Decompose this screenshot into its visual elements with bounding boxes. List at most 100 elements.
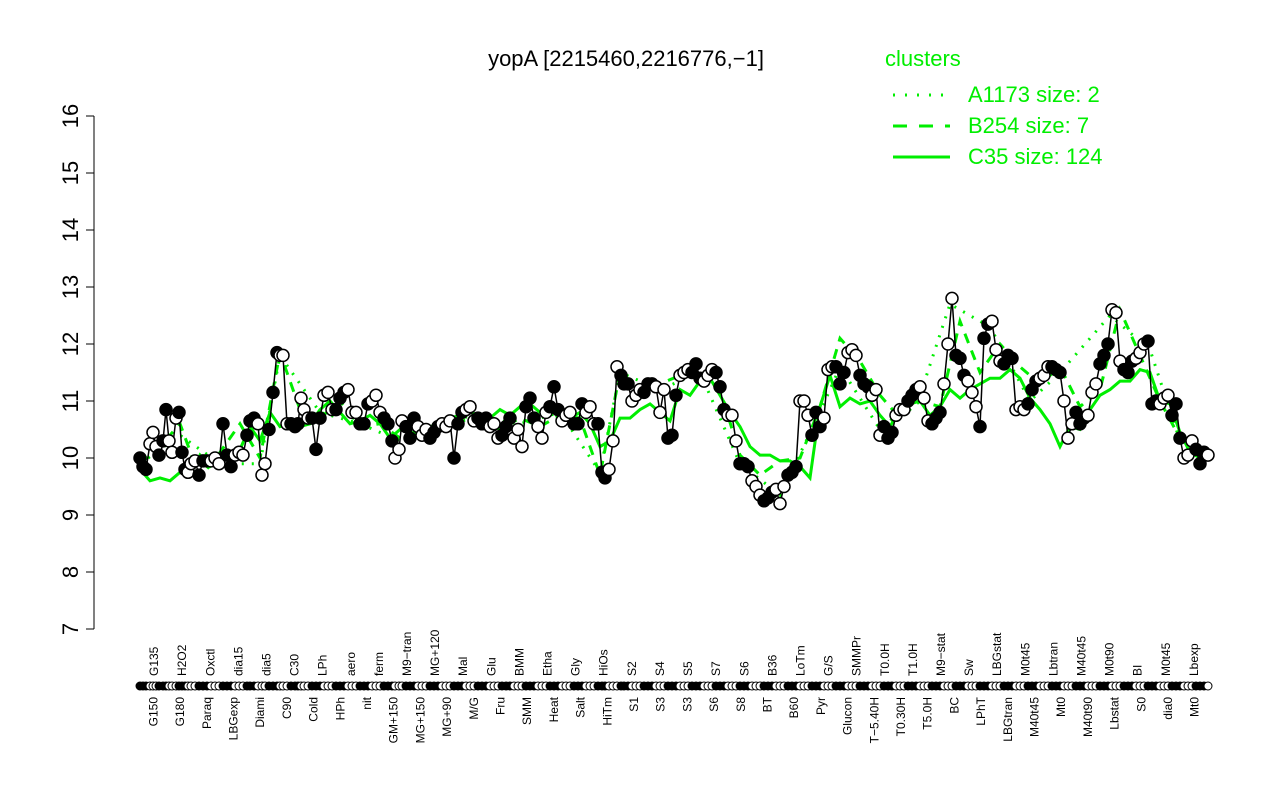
data-point — [266, 385, 280, 400]
data-point — [1109, 305, 1123, 320]
x-tick-label: nit — [360, 696, 374, 709]
data-point — [192, 468, 206, 482]
x-tick-label: MG+120 — [428, 629, 442, 676]
data-point — [817, 411, 831, 425]
data-point — [729, 434, 743, 448]
data-point — [1061, 431, 1075, 445]
data-point — [159, 402, 173, 417]
data-point — [1005, 351, 1019, 366]
data-point — [523, 391, 537, 405]
data-point — [357, 417, 371, 431]
y-tick-label: 12 — [58, 332, 83, 356]
x-labels-bottom: G150 G180 Paraq LBGexp Diami C90 Cold HPh nit GM+… — [146, 696, 1201, 743]
data-point — [262, 422, 276, 437]
cluster-line-dashed — [139, 305, 1202, 481]
y-tick-label: 13 — [58, 275, 83, 299]
data-point — [349, 405, 363, 420]
x-tick-label: HiTm — [600, 697, 614, 726]
data-point — [989, 342, 1003, 357]
x-tick-label: SMMPr — [850, 636, 864, 676]
data-point — [917, 391, 931, 405]
x-tick-label: Lbtran — [1046, 642, 1060, 676]
x-tick-label: ferm — [372, 652, 386, 676]
data-point — [741, 459, 755, 474]
x-tick-label: Glu — [484, 657, 498, 676]
sample-rug — [135, 681, 1213, 691]
x-tick-label: dia0 — [1161, 697, 1175, 720]
data-point — [162, 434, 176, 448]
data-point — [255, 468, 269, 482]
data-point — [1169, 397, 1183, 411]
data-point — [294, 391, 308, 405]
x-labels-top: G135 H2O2 Oxctl dia15 dia5 C30 LPh aero ferm M9−t… — [147, 629, 1201, 676]
data-point — [1161, 388, 1175, 403]
x-tick-label: Mt0 — [1054, 697, 1068, 717]
data-point — [653, 405, 667, 420]
data-point — [591, 417, 605, 431]
x-tick-label: S6 — [707, 697, 721, 712]
y-tick-label: 14 — [58, 218, 83, 242]
y-tick-label: 15 — [58, 161, 83, 185]
data-point — [329, 402, 343, 417]
x-tick-label: S0 — [1134, 697, 1148, 712]
data-point — [152, 448, 166, 462]
data-point — [805, 428, 819, 442]
x-tick-label: Paraq — [200, 697, 214, 729]
data-point — [1101, 337, 1115, 351]
data-point — [240, 428, 254, 442]
data-point — [773, 496, 787, 511]
x-tick-label: Diami — [253, 697, 267, 728]
chart-title: yopA [2215460,2216776,−1] — [488, 46, 764, 71]
x-tick-label: Mal — [456, 657, 470, 676]
legend-entry-a1173: A1173 size: 2 — [968, 82, 1100, 107]
data-point — [725, 408, 739, 423]
x-tick-label: LBGtran — [1001, 697, 1015, 742]
x-tick-label: BMM — [512, 648, 526, 676]
data-point — [621, 377, 635, 391]
data-point — [1141, 334, 1155, 348]
x-tick-label: MG+150 — [413, 697, 427, 744]
x-tick-label: Etha — [541, 651, 555, 676]
data-point — [941, 337, 955, 351]
x-tick-label: S4 — [653, 661, 667, 676]
data-point — [973, 419, 987, 434]
legend-entry-b254: B254 size: 7 — [968, 113, 1089, 138]
y-tick-label: 9 — [58, 509, 83, 521]
x-tick-label: S3 — [680, 697, 694, 712]
data-point — [175, 445, 189, 460]
y-tick-label: 10 — [58, 446, 83, 470]
x-tick-label: MG+90 — [440, 697, 454, 737]
x-tick-label: Lbexp — [1187, 643, 1201, 676]
x-tick-label: C90 — [280, 697, 294, 719]
x-tick-label: G180 — [173, 697, 187, 727]
data-point — [511, 422, 525, 437]
data-point — [251, 417, 265, 431]
x-tick-label: Mt0 — [1188, 697, 1202, 717]
x-tick-label: SMM — [520, 697, 534, 725]
data-point — [1089, 377, 1103, 391]
data-point — [571, 417, 585, 431]
data-point — [869, 382, 883, 397]
legend: clusters A1173 size: 2 B254 size: 7 C35 … — [885, 46, 1103, 169]
data-point — [515, 439, 529, 454]
y-tick-label: 7 — [58, 623, 83, 635]
data-point — [385, 434, 399, 448]
x-tick-label: HPh — [333, 697, 347, 720]
x-tick-label: Cold — [307, 697, 321, 722]
data-point — [1021, 397, 1035, 411]
expression-points — [133, 291, 1215, 511]
data-point — [451, 417, 465, 431]
data-point — [709, 365, 723, 380]
data-point — [447, 451, 461, 465]
data-point — [487, 417, 501, 431]
x-tick-label: dia5 — [260, 653, 274, 676]
data-point — [321, 385, 335, 400]
x-tick-label: T0.30H — [894, 697, 908, 736]
data-point — [849, 348, 863, 363]
legend-entry-c35: C35 size: 124 — [968, 144, 1103, 169]
data-point — [961, 374, 975, 388]
data-point — [1053, 365, 1067, 380]
x-tick-label: Sw — [962, 659, 976, 676]
data-point — [403, 431, 417, 445]
